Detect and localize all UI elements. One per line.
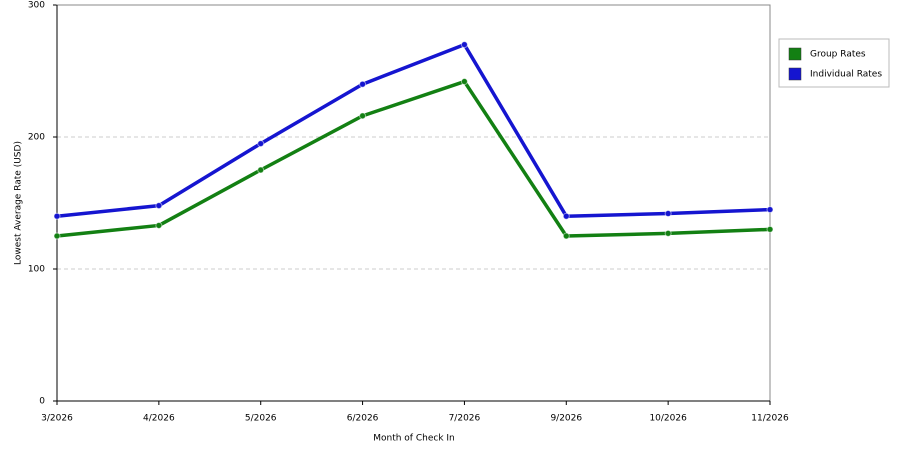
data-point [359,80,367,88]
legend-label: Individual Rates [810,70,882,80]
x-axis-label: Month of Check In [373,434,455,444]
x-tick-label: 5/2026 [245,414,277,424]
data-point [53,212,61,220]
data-point [155,221,163,229]
data-point [359,112,367,120]
x-tick-label: 3/2026 [41,414,73,424]
x-tick-label: 6/2026 [347,414,379,424]
series-line [56,42,771,218]
data-point [664,210,672,218]
x-tick-label: 10/2026 [649,414,687,424]
data-point [766,206,774,214]
y-tick-label: 0 [39,397,45,407]
data-point [53,232,61,240]
data-point [460,78,468,86]
x-tick-label: 11/2026 [751,414,789,424]
legend-box [778,38,890,88]
data-point [562,212,570,220]
legend-swatch [788,67,802,81]
legend-swatch [788,47,802,61]
data-point [766,225,774,233]
x-tick-label: 4/2026 [143,414,175,424]
data-point [664,229,672,237]
y-axis-label: Lowest Average Rate (USD) [14,141,24,265]
y-tick-label: 100 [28,265,45,275]
legend-label: Group Rates [810,50,866,60]
x-tick-label: 9/2026 [550,414,582,424]
data-point [562,232,570,240]
data-point [257,166,265,174]
series-line [56,79,771,238]
y-tick-label: 300 [28,1,45,11]
data-point [460,41,468,49]
data-point [155,202,163,210]
y-tick-label: 200 [28,133,45,143]
data-point [257,140,265,148]
x-tick-label: 7/2026 [449,414,481,424]
